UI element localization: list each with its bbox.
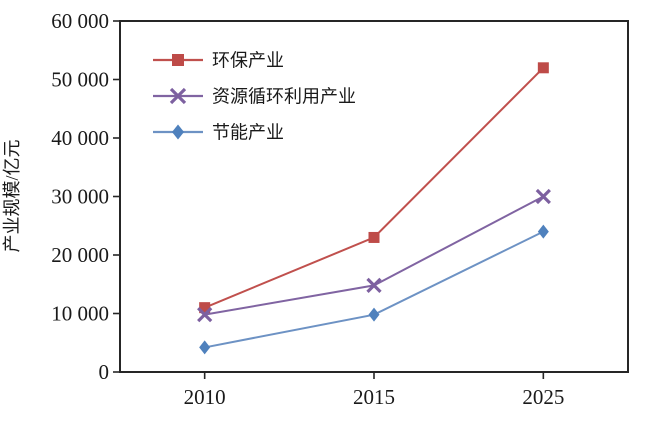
x-marker xyxy=(366,277,382,294)
square-marker xyxy=(172,54,184,66)
legend-item: 资源循环利用产业 xyxy=(153,87,356,107)
legend-label: 资源循环利用产业 xyxy=(212,87,356,107)
series-layer xyxy=(197,62,551,355)
y-tick-label: 50 000 xyxy=(51,68,109,92)
y-tick-label: 0 xyxy=(99,360,110,384)
y-axis-title-group: 产业规模/亿元 xyxy=(2,139,22,252)
diamond-marker xyxy=(199,340,211,355)
x-marker xyxy=(169,87,187,105)
legend-item: 节能产业 xyxy=(153,123,284,143)
x-tick-label: 2025 xyxy=(522,385,564,409)
x-marker xyxy=(197,307,213,323)
diamond-marker xyxy=(368,307,380,322)
y-tick-label: 60 000 xyxy=(51,9,109,33)
y-tick-label: 20 000 xyxy=(51,243,109,267)
diamond-marker xyxy=(172,124,184,140)
square-marker xyxy=(199,302,211,314)
x-tick-label: 2015 xyxy=(353,385,395,409)
y-tick-label: 40 000 xyxy=(51,126,109,150)
y-axis-title: 产业规模/亿元 xyxy=(2,139,22,252)
square-marker xyxy=(368,231,380,243)
x-tick-label: 2010 xyxy=(184,385,226,409)
legend-label: 环保产业 xyxy=(212,51,284,71)
legend-item: 环保产业 xyxy=(153,51,284,71)
diamond-marker xyxy=(537,224,549,239)
square-marker xyxy=(537,62,549,74)
legend-label: 节能产业 xyxy=(212,123,284,143)
x-marker xyxy=(535,188,551,205)
y-tick-label: 10 000 xyxy=(51,302,109,326)
plot-area: 0 10 000 20 000 30 000 40 000 50 000 60 000 201… xyxy=(51,9,629,409)
y-tick-label: 30 000 xyxy=(51,185,109,209)
series-line xyxy=(204,230,544,349)
